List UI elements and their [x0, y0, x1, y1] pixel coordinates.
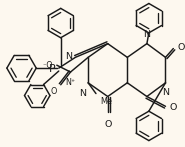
Text: O: O: [104, 120, 111, 129]
Text: N: N: [143, 30, 150, 39]
Text: P: P: [49, 64, 56, 74]
Text: Me: Me: [100, 97, 112, 106]
Text: O: O: [169, 103, 177, 112]
Text: O: O: [51, 87, 57, 96]
Text: O: O: [177, 43, 185, 52]
Text: ⁻O: ⁻O: [42, 61, 53, 70]
Text: N: N: [162, 88, 169, 97]
Text: N: N: [65, 52, 73, 61]
Text: N⁺: N⁺: [65, 78, 75, 87]
Text: N: N: [79, 89, 86, 98]
